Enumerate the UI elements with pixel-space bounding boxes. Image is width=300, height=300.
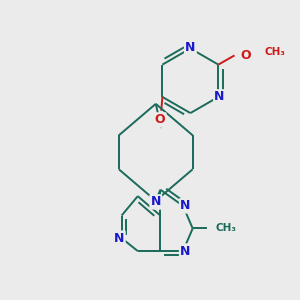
Text: N: N [180,199,190,212]
Text: O: O [155,113,165,127]
Text: N: N [214,90,225,104]
Text: CH₃: CH₃ [216,224,237,233]
Text: N: N [151,195,161,208]
Text: O: O [241,49,251,62]
Text: CH₃: CH₃ [265,47,286,57]
Text: N: N [114,232,124,245]
Text: N: N [185,41,196,54]
Text: N: N [180,244,190,258]
